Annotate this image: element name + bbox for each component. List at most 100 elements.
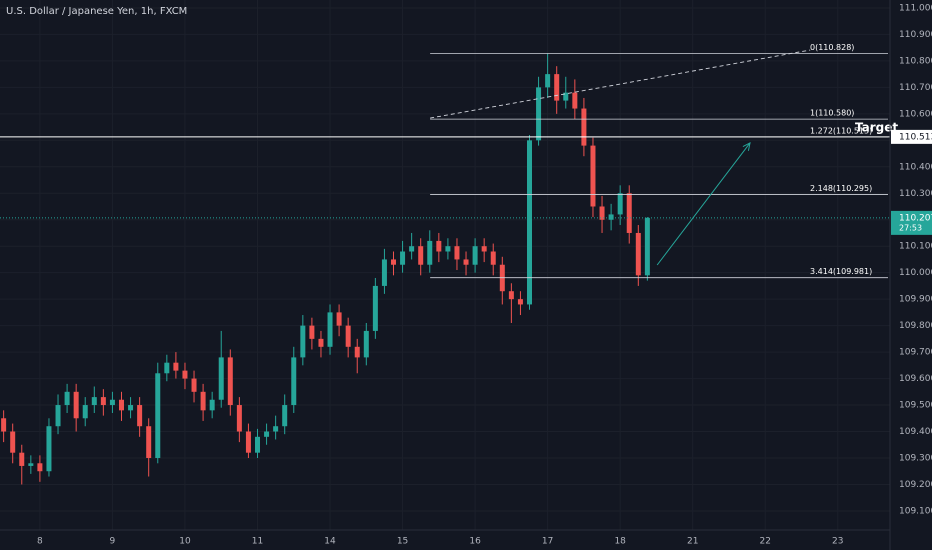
candle-body xyxy=(19,452,25,466)
y-tick-label: 110.000 xyxy=(899,268,932,278)
candle-body xyxy=(254,436,260,453)
y-tick-label: 109.600 xyxy=(899,374,932,384)
candle-body xyxy=(209,399,215,411)
candle-body xyxy=(581,108,587,146)
candle-body xyxy=(608,214,614,220)
candle-body xyxy=(545,74,551,88)
candle-body xyxy=(617,193,623,215)
candle-body xyxy=(599,206,605,220)
candle-body xyxy=(454,246,460,260)
candle-body xyxy=(155,373,161,458)
trend-line xyxy=(430,49,811,119)
candle-body xyxy=(527,140,533,305)
candle-body xyxy=(200,391,206,411)
y-tick-label: 109.200 xyxy=(899,480,932,490)
candle-body xyxy=(91,397,97,406)
candle-body xyxy=(118,399,124,411)
candle-body xyxy=(245,431,251,453)
candle-body xyxy=(517,299,523,305)
candle-body xyxy=(463,259,469,265)
axes: 109.100 109.200 109.300 109.400 109.500 109.6… xyxy=(37,3,932,547)
candle-body xyxy=(273,426,279,432)
candle-body xyxy=(46,426,52,472)
candle-body xyxy=(554,74,560,101)
y-tick-label: 110.300 xyxy=(899,189,932,199)
target-badge-label: 110.513 xyxy=(899,132,932,142)
candle-body xyxy=(427,240,433,265)
countdown: 27:53 xyxy=(899,223,922,232)
candle-body xyxy=(418,246,424,265)
fib-label: 3.414(109.981) xyxy=(810,267,872,276)
fib-label: 1(110.580) xyxy=(810,109,854,118)
candle-body xyxy=(227,357,233,406)
y-tick-label: 111.000 xyxy=(899,3,932,13)
candle-body xyxy=(236,405,242,432)
x-tick-label: 21 xyxy=(687,537,698,547)
x-tick-label: 9 xyxy=(110,537,116,547)
y-tick-label: 109.400 xyxy=(899,427,932,437)
fib-label: 1.272(110.513) xyxy=(810,126,872,135)
y-tick-label: 109.900 xyxy=(899,295,932,305)
x-tick-label: 15 xyxy=(397,537,408,547)
candle-body xyxy=(536,87,542,141)
candle-body xyxy=(173,362,179,371)
x-tick-label: 23 xyxy=(832,537,843,547)
target-text: Target xyxy=(855,120,898,134)
candle-body xyxy=(472,246,478,265)
arrow-head xyxy=(742,142,751,151)
candle-body xyxy=(381,259,387,286)
candle-body xyxy=(37,463,43,472)
y-tick-label: 110.900 xyxy=(899,30,932,40)
candle-body xyxy=(490,251,496,265)
candle-body xyxy=(309,325,315,339)
y-tick-label: 109.500 xyxy=(899,401,932,411)
plot: 0(110.828) 1(110.580) 1.272(110.513) 2.148(… xyxy=(0,43,898,485)
candle-body xyxy=(291,357,297,406)
y-tick-label: 109.300 xyxy=(899,453,932,463)
candle-body xyxy=(327,312,333,347)
price-badge-label: 110.207 xyxy=(899,213,932,223)
candle-body xyxy=(137,405,143,427)
candle-body xyxy=(64,391,70,406)
price-badge xyxy=(891,210,932,235)
candle-body xyxy=(1,418,7,432)
candle-body xyxy=(82,405,88,419)
candle-body xyxy=(563,92,569,101)
x-tick-label: 22 xyxy=(760,537,771,547)
candle-body xyxy=(218,357,224,400)
x-tick-label: 16 xyxy=(469,537,481,547)
x-tick-label: 14 xyxy=(324,537,336,547)
candle-body xyxy=(409,246,415,252)
candle-body xyxy=(191,378,197,392)
candle-body xyxy=(300,325,306,358)
candle-body xyxy=(445,246,451,252)
candle-body xyxy=(318,338,324,347)
y-tick-label: 110.400 xyxy=(899,162,932,172)
candle-body xyxy=(372,285,378,331)
candle-body xyxy=(109,399,115,406)
candle-body xyxy=(572,92,578,109)
candle-body xyxy=(28,463,34,466)
candle-body xyxy=(10,431,16,453)
y-tick-label: 109.800 xyxy=(899,321,932,331)
y-tick-label: 110.700 xyxy=(899,83,932,93)
target-badge xyxy=(891,129,932,144)
y-tick-label: 110.100 xyxy=(899,242,932,252)
candle-body xyxy=(182,370,188,379)
x-tick-label: 8 xyxy=(37,537,43,547)
candle-body xyxy=(644,217,650,276)
x-tick-label: 10 xyxy=(179,537,191,547)
candle-body xyxy=(146,426,152,458)
candle-body xyxy=(164,362,170,374)
candle-body xyxy=(400,251,406,265)
candle-body xyxy=(363,330,369,358)
y-tick-label: 110.600 xyxy=(899,109,932,119)
x-tick-label: 11 xyxy=(252,537,263,547)
x-tick-label: 18 xyxy=(614,537,626,547)
chart-title: U.S. Dollar / Japanese Yen, 1h, FXCM xyxy=(6,6,187,17)
candle-body xyxy=(590,145,596,207)
candle-body xyxy=(73,391,79,419)
y-tick-label: 110.800 xyxy=(899,56,932,66)
candle-body xyxy=(354,346,360,358)
